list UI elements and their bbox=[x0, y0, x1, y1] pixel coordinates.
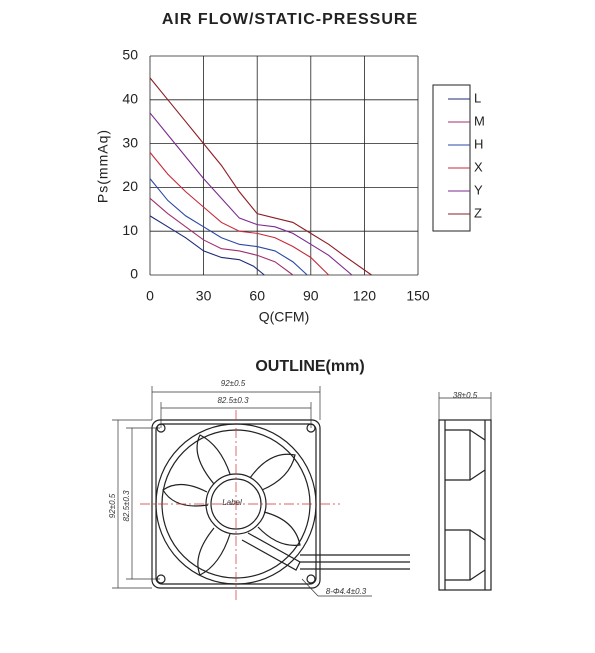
label-text: Label bbox=[222, 498, 242, 507]
y-axis-label: Ps(mmAq) bbox=[95, 129, 111, 203]
x-tick-label: 90 bbox=[303, 288, 319, 304]
x-tick-label: 60 bbox=[249, 288, 265, 304]
series-line bbox=[149, 77, 372, 276]
chart-title: AIR FLOW/STATIC-PRESSURE bbox=[162, 11, 418, 28]
y-tick-label: 20 bbox=[122, 178, 138, 194]
legend-label: Z bbox=[474, 205, 482, 220]
depth-dimension: 38±0.5 bbox=[453, 391, 478, 400]
legend-label: L bbox=[474, 90, 481, 105]
y-tick-label: 40 bbox=[122, 91, 138, 107]
legend-label: M bbox=[474, 113, 485, 128]
outline-title: OUTLINE(mm) bbox=[255, 358, 364, 375]
legend-label: H bbox=[474, 136, 483, 151]
legend-label: Y bbox=[474, 182, 483, 197]
legend-box bbox=[432, 84, 471, 232]
hole-span-v-dimension: 82.5±0.3 bbox=[122, 490, 131, 522]
holes-dimension: 8-Φ4.4±0.3 bbox=[326, 587, 367, 596]
series-line bbox=[149, 215, 265, 276]
y-tick-label: 30 bbox=[122, 134, 138, 150]
y-tick-label: 0 bbox=[130, 266, 138, 282]
outline-drawing bbox=[112, 386, 492, 600]
x-axis-label: Q(CFM) bbox=[259, 309, 310, 325]
series-line bbox=[149, 112, 353, 276]
x-tick-label: 150 bbox=[406, 288, 430, 304]
x-tick-label: 120 bbox=[353, 288, 377, 304]
hole-span-dimension: 82.5±0.3 bbox=[217, 396, 249, 405]
series-line bbox=[149, 152, 330, 276]
width-dimension: 92±0.5 bbox=[221, 379, 246, 388]
y-tick-label: 10 bbox=[122, 222, 138, 238]
x-tick-label: 30 bbox=[196, 288, 212, 304]
y-tick-label: 50 bbox=[122, 47, 138, 63]
series-line bbox=[149, 178, 308, 276]
height-dimension: 92±0.5 bbox=[108, 493, 117, 518]
x-tick-label: 0 bbox=[146, 288, 154, 304]
legend-label: X bbox=[474, 159, 483, 174]
series-line bbox=[149, 197, 294, 276]
